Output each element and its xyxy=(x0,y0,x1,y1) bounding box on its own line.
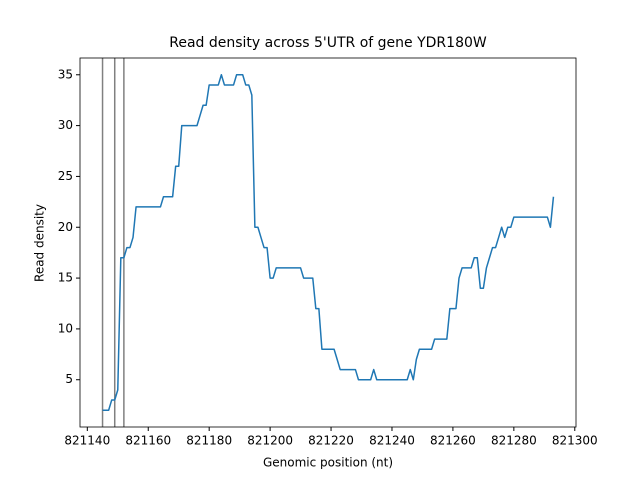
x-tick-label: 821260 xyxy=(430,434,476,448)
x-tick-label: 821300 xyxy=(552,434,598,448)
data-line xyxy=(102,74,555,411)
x-tick-label: 821160 xyxy=(125,434,171,448)
y-tick-label: 25 xyxy=(58,169,73,183)
x-tick-label: 821200 xyxy=(247,434,293,448)
y-tick-label: 10 xyxy=(58,321,73,335)
chart-title: Read density across 5'UTR of gene YDR180… xyxy=(169,35,487,51)
y-tick-label: 20 xyxy=(58,220,73,234)
x-tick-label: 821220 xyxy=(308,434,354,448)
y-tick-label: 35 xyxy=(58,67,73,81)
x-tick-label: 821280 xyxy=(491,434,537,448)
x-tick-label: 821140 xyxy=(64,434,110,448)
y-axis-label: Read density xyxy=(33,204,47,282)
y-tick-label: 5 xyxy=(65,372,73,386)
y-tick-label: 15 xyxy=(58,271,73,285)
x-tick-label: 821240 xyxy=(369,434,415,448)
x-tick-label: 821180 xyxy=(186,434,232,448)
x-axis-label: Genomic position (nt) xyxy=(263,456,393,470)
y-tick-label: 30 xyxy=(58,118,73,132)
plot-frame xyxy=(79,57,577,428)
